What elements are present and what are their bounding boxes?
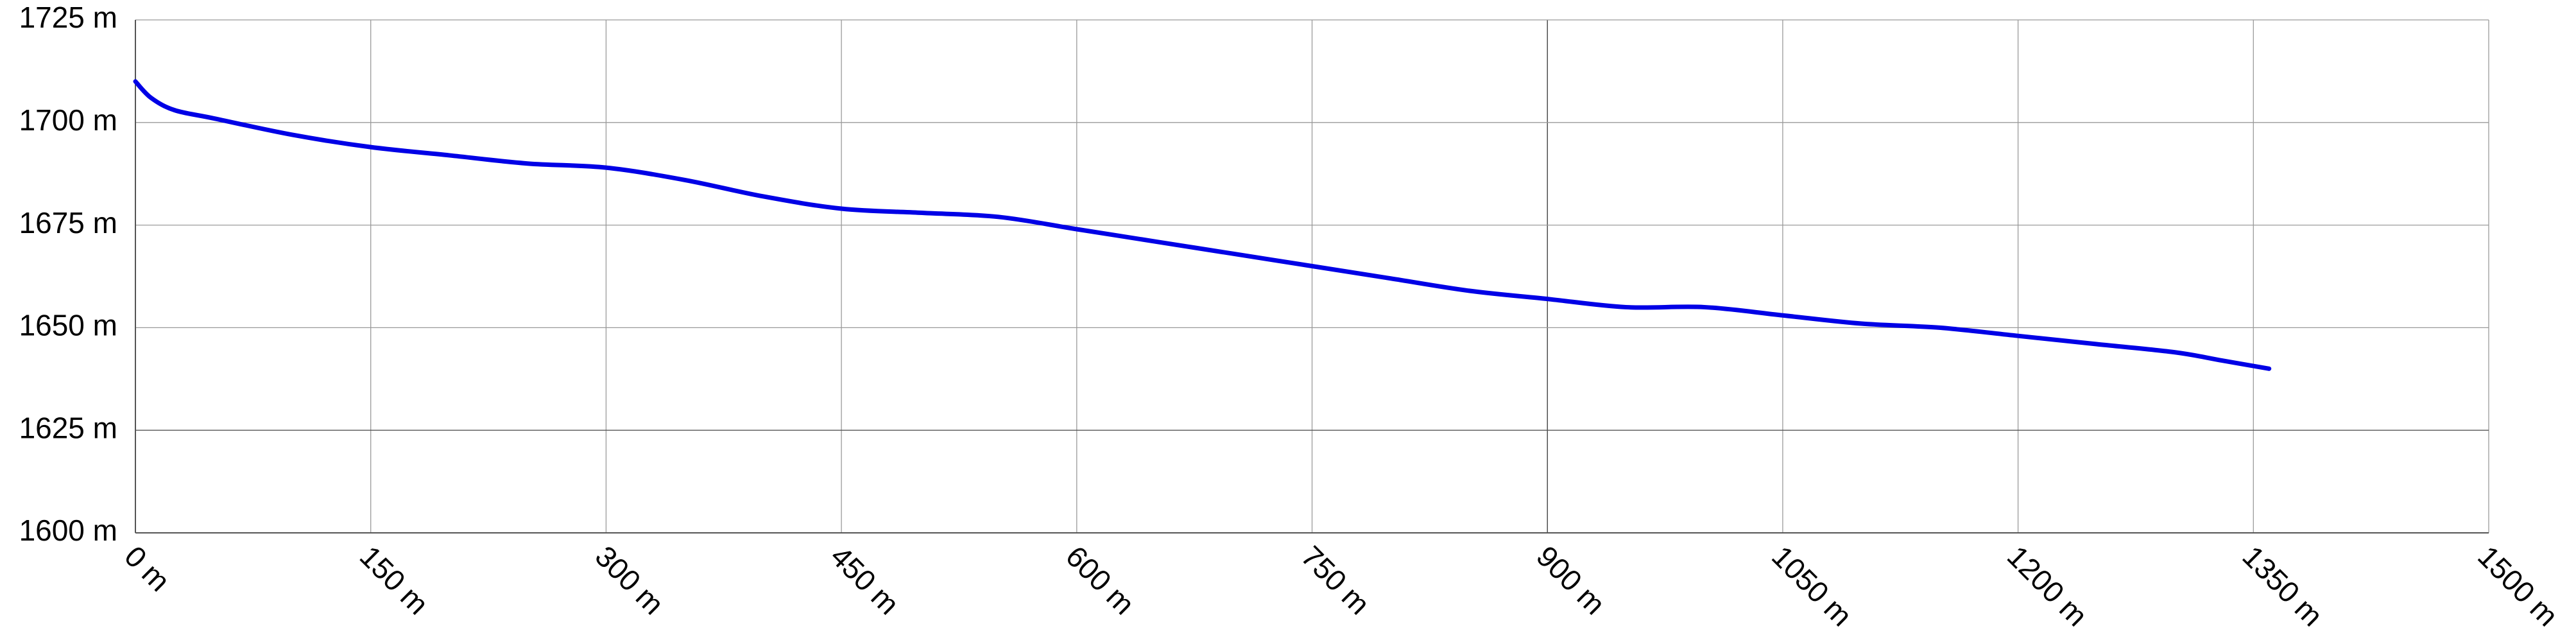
x-tick-label: 300 m (589, 539, 671, 621)
tick-labels: 0 m 150 m 300 m 450 m 600 m 750 m 900 m 1050 m 1… (19, 1, 2565, 632)
y-tick-label: 1675 m (19, 206, 117, 239)
grid (135, 19, 2489, 533)
elevation-series-line (133, 79, 2272, 371)
y-tick-label: 1725 m (19, 1, 117, 34)
y-tick-label: 1650 m (19, 309, 117, 342)
y-tick-label: 1600 m (19, 514, 117, 547)
x-tick-label: 750 m (1295, 539, 1377, 621)
x-tick-label: 1200 m (2001, 539, 2094, 632)
axes (135, 20, 2489, 534)
x-tick-label: 1350 m (2236, 539, 2329, 632)
series-layer (133, 79, 2272, 371)
x-tick-label: 1500 m (2471, 539, 2564, 632)
x-tick-label: 450 m (824, 539, 906, 621)
x-tick-label: 900 m (1530, 539, 1611, 621)
y-tick-label: 1700 m (19, 103, 117, 137)
x-tick-label: 1050 m (1765, 539, 1859, 632)
x-tick-label: 0 m (118, 539, 176, 598)
y-tick-label: 1625 m (19, 411, 117, 444)
x-tick-label: 600 m (1060, 539, 1141, 621)
x-tick-label: 150 m (354, 539, 435, 621)
